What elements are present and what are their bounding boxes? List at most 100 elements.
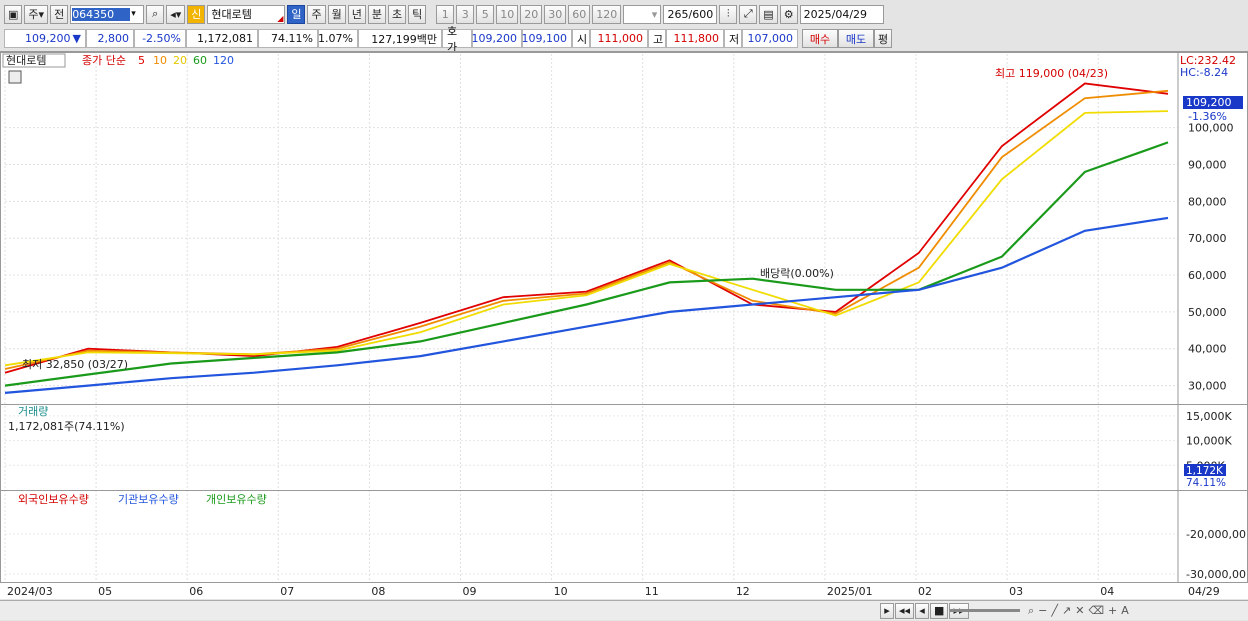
interval-5[interactable]: 5 xyxy=(476,4,495,24)
ma-120-label: 120 xyxy=(213,54,234,67)
interval-120[interactable]: 120 xyxy=(592,4,622,24)
buy-button[interactable]: 매수 xyxy=(802,29,838,48)
count-value: 265 xyxy=(667,7,689,21)
period-day[interactable]: 일 xyxy=(287,4,306,24)
ma-line-60 xyxy=(4,141,1169,387)
interval-dropdown[interactable]: ▾ xyxy=(623,4,662,24)
stop-icon[interactable]: ■ xyxy=(930,602,949,619)
interval-60[interactable]: 60 xyxy=(568,4,591,24)
bottom-toolbar: ▸ ◂◂ ◂ ■ ▸▸ ⌕ − ╱ ↗ ✕ ⌫ + A xyxy=(0,600,1248,620)
legend-individual: 개인보유수량 xyxy=(206,493,267,506)
cross-tool-icon[interactable]: ✕ xyxy=(1075,603,1085,617)
speaker-icon[interactable]: ◂▾ xyxy=(166,4,186,24)
price-value: 109,200 xyxy=(25,32,71,45)
drawing-tools: ⌕ − ╱ ↗ ✕ ⌫ + A xyxy=(1028,604,1129,618)
x-tick-label: 04 xyxy=(1100,585,1114,598)
ma-label: 종가 단순 xyxy=(82,54,126,67)
interval-3[interactable]: 3 xyxy=(456,4,475,24)
zoom-slider[interactable] xyxy=(950,609,1020,612)
price-panel-name: 현대로템 xyxy=(6,54,46,67)
max-price-label: 최고 119,000 (04/23) xyxy=(995,67,1108,80)
stock-name-box xyxy=(2,53,66,68)
ma-line-5 xyxy=(4,82,1169,374)
line-tool-icon[interactable]: ╱ xyxy=(1051,603,1059,617)
save-icon[interactable]: ▤ xyxy=(759,4,778,24)
current-pct-tag: -1.36% xyxy=(1188,110,1227,123)
date-field[interactable]: 2025/04/29 xyxy=(799,4,884,24)
scroll-right-icon[interactable]: ▸ xyxy=(880,602,894,619)
x-tick-label: 2024/03 xyxy=(7,585,53,598)
code-field[interactable]: 064350 ▾ xyxy=(70,4,145,24)
eval-button[interactable]: 평 xyxy=(874,29,892,48)
period-week[interactable]: 주 xyxy=(307,4,326,24)
turnover: 1.07% xyxy=(318,29,358,48)
period-month[interactable]: 월 xyxy=(327,4,346,24)
low-price: 107,000 xyxy=(742,29,798,48)
count-max: /600 xyxy=(688,7,714,21)
shin-badge[interactable]: 신 xyxy=(187,4,206,24)
period-second[interactable]: 초 xyxy=(387,4,407,24)
interval-1[interactable]: 1 xyxy=(436,4,455,24)
search-icon[interactable]: ⌕ xyxy=(146,4,165,24)
bid-price: 109,100 xyxy=(522,29,572,48)
compare-icon[interactable]: ⤢ xyxy=(739,4,758,24)
x-tick-label: 2025/01 xyxy=(827,585,873,598)
prev-button[interactable]: 전 xyxy=(50,4,69,24)
price-tick-label: 50,000 xyxy=(1188,306,1227,319)
interval-20[interactable]: 20 xyxy=(520,4,543,24)
x-tick-label: 06 xyxy=(189,585,203,598)
x-tick-label: 02 xyxy=(918,585,932,598)
hc-label: HC:-8.24 xyxy=(1180,66,1228,79)
type-select[interactable]: 주 ▾ xyxy=(24,4,49,24)
quote-label: 호가 xyxy=(442,25,472,54)
high-label: 고 xyxy=(648,29,666,48)
corner-marker-icon: ◢ xyxy=(277,13,284,23)
high-price: 111,800 xyxy=(666,29,724,48)
code-input[interactable]: 064350 xyxy=(72,7,131,21)
period-tick[interactable]: 틱 xyxy=(408,4,427,24)
chart-area[interactable]: 현대로템 종가 단순 5 10 20 60 120 LC:232.42 HC:-… xyxy=(0,51,1248,599)
holding-axis: -20,000,00 -30,000,00 xyxy=(1186,528,1246,581)
trade-amount: 127,199백만 xyxy=(358,29,442,48)
price-tick-label: 40,000 xyxy=(1188,343,1227,356)
stock-name-field[interactable]: 현대로템 ◢ xyxy=(207,4,286,24)
gear-icon[interactable]: ⚙ xyxy=(779,4,798,24)
x-tick-label: 08 xyxy=(371,585,385,598)
legend-foreign: 외국인보유수량 xyxy=(18,493,89,506)
first-page-icon[interactable]: ◂◂ xyxy=(895,602,915,619)
chart-svg: 현대로템 종가 단순 5 10 20 60 120 LC:232.42 HC:-… xyxy=(0,52,1248,598)
ma-20-label: 20 xyxy=(173,54,187,67)
sell-button[interactable]: 매도 xyxy=(838,29,874,48)
x-tick-label: 12 xyxy=(736,585,750,598)
prev-icon[interactable]: ◂ xyxy=(915,602,930,619)
period-minute[interactable]: 분 xyxy=(367,4,386,24)
count-field[interactable]: 265/600 xyxy=(663,4,718,24)
price-tick-label: 70,000 xyxy=(1188,232,1227,245)
open-price: 111,000 xyxy=(590,29,648,48)
zoom-in-icon[interactable]: ⌕ xyxy=(1028,603,1035,617)
price-tick-label: 80,000 xyxy=(1188,195,1227,208)
price-axis: 100,000 90,000 80,000 70,000 60,000 50,000 40,… xyxy=(1188,122,1234,393)
lc-label: LC:232.42 xyxy=(1180,54,1236,67)
price-tick-label: 60,000 xyxy=(1188,269,1227,282)
quote-bar: 109,200 ▼ 2,800 -2.50% 1,172,081 74.11% 1… xyxy=(0,25,1248,54)
erase-icon[interactable]: ⌫ xyxy=(1088,603,1105,617)
x-tick-label: 10 xyxy=(554,585,568,598)
grid xyxy=(4,54,1178,582)
text-tool-icon[interactable]: A xyxy=(1121,603,1129,617)
change-pct: -2.50% xyxy=(134,29,186,48)
arrow-tool-icon[interactable]: ↗ xyxy=(1062,603,1072,617)
panel-frame-2 xyxy=(0,490,1248,583)
current-volume-box xyxy=(1184,464,1226,476)
window-icon[interactable]: ▣ xyxy=(4,4,23,24)
legend-institution: 기관보유수량 xyxy=(118,493,179,506)
minus-icon[interactable]: − xyxy=(1038,603,1048,617)
calculator-icon[interactable] xyxy=(8,70,22,84)
period-year[interactable]: 년 xyxy=(347,4,366,24)
candle-icon[interactable]: ⫶ xyxy=(719,4,738,24)
x-axis: 2024/03 05 06 07 08 09 10 11 12 2025/01 02 03 04 xyxy=(7,585,1114,598)
plus-icon[interactable]: + xyxy=(1108,603,1118,617)
interval-30[interactable]: 30 xyxy=(544,4,567,24)
interval-10[interactable]: 10 xyxy=(496,4,519,24)
